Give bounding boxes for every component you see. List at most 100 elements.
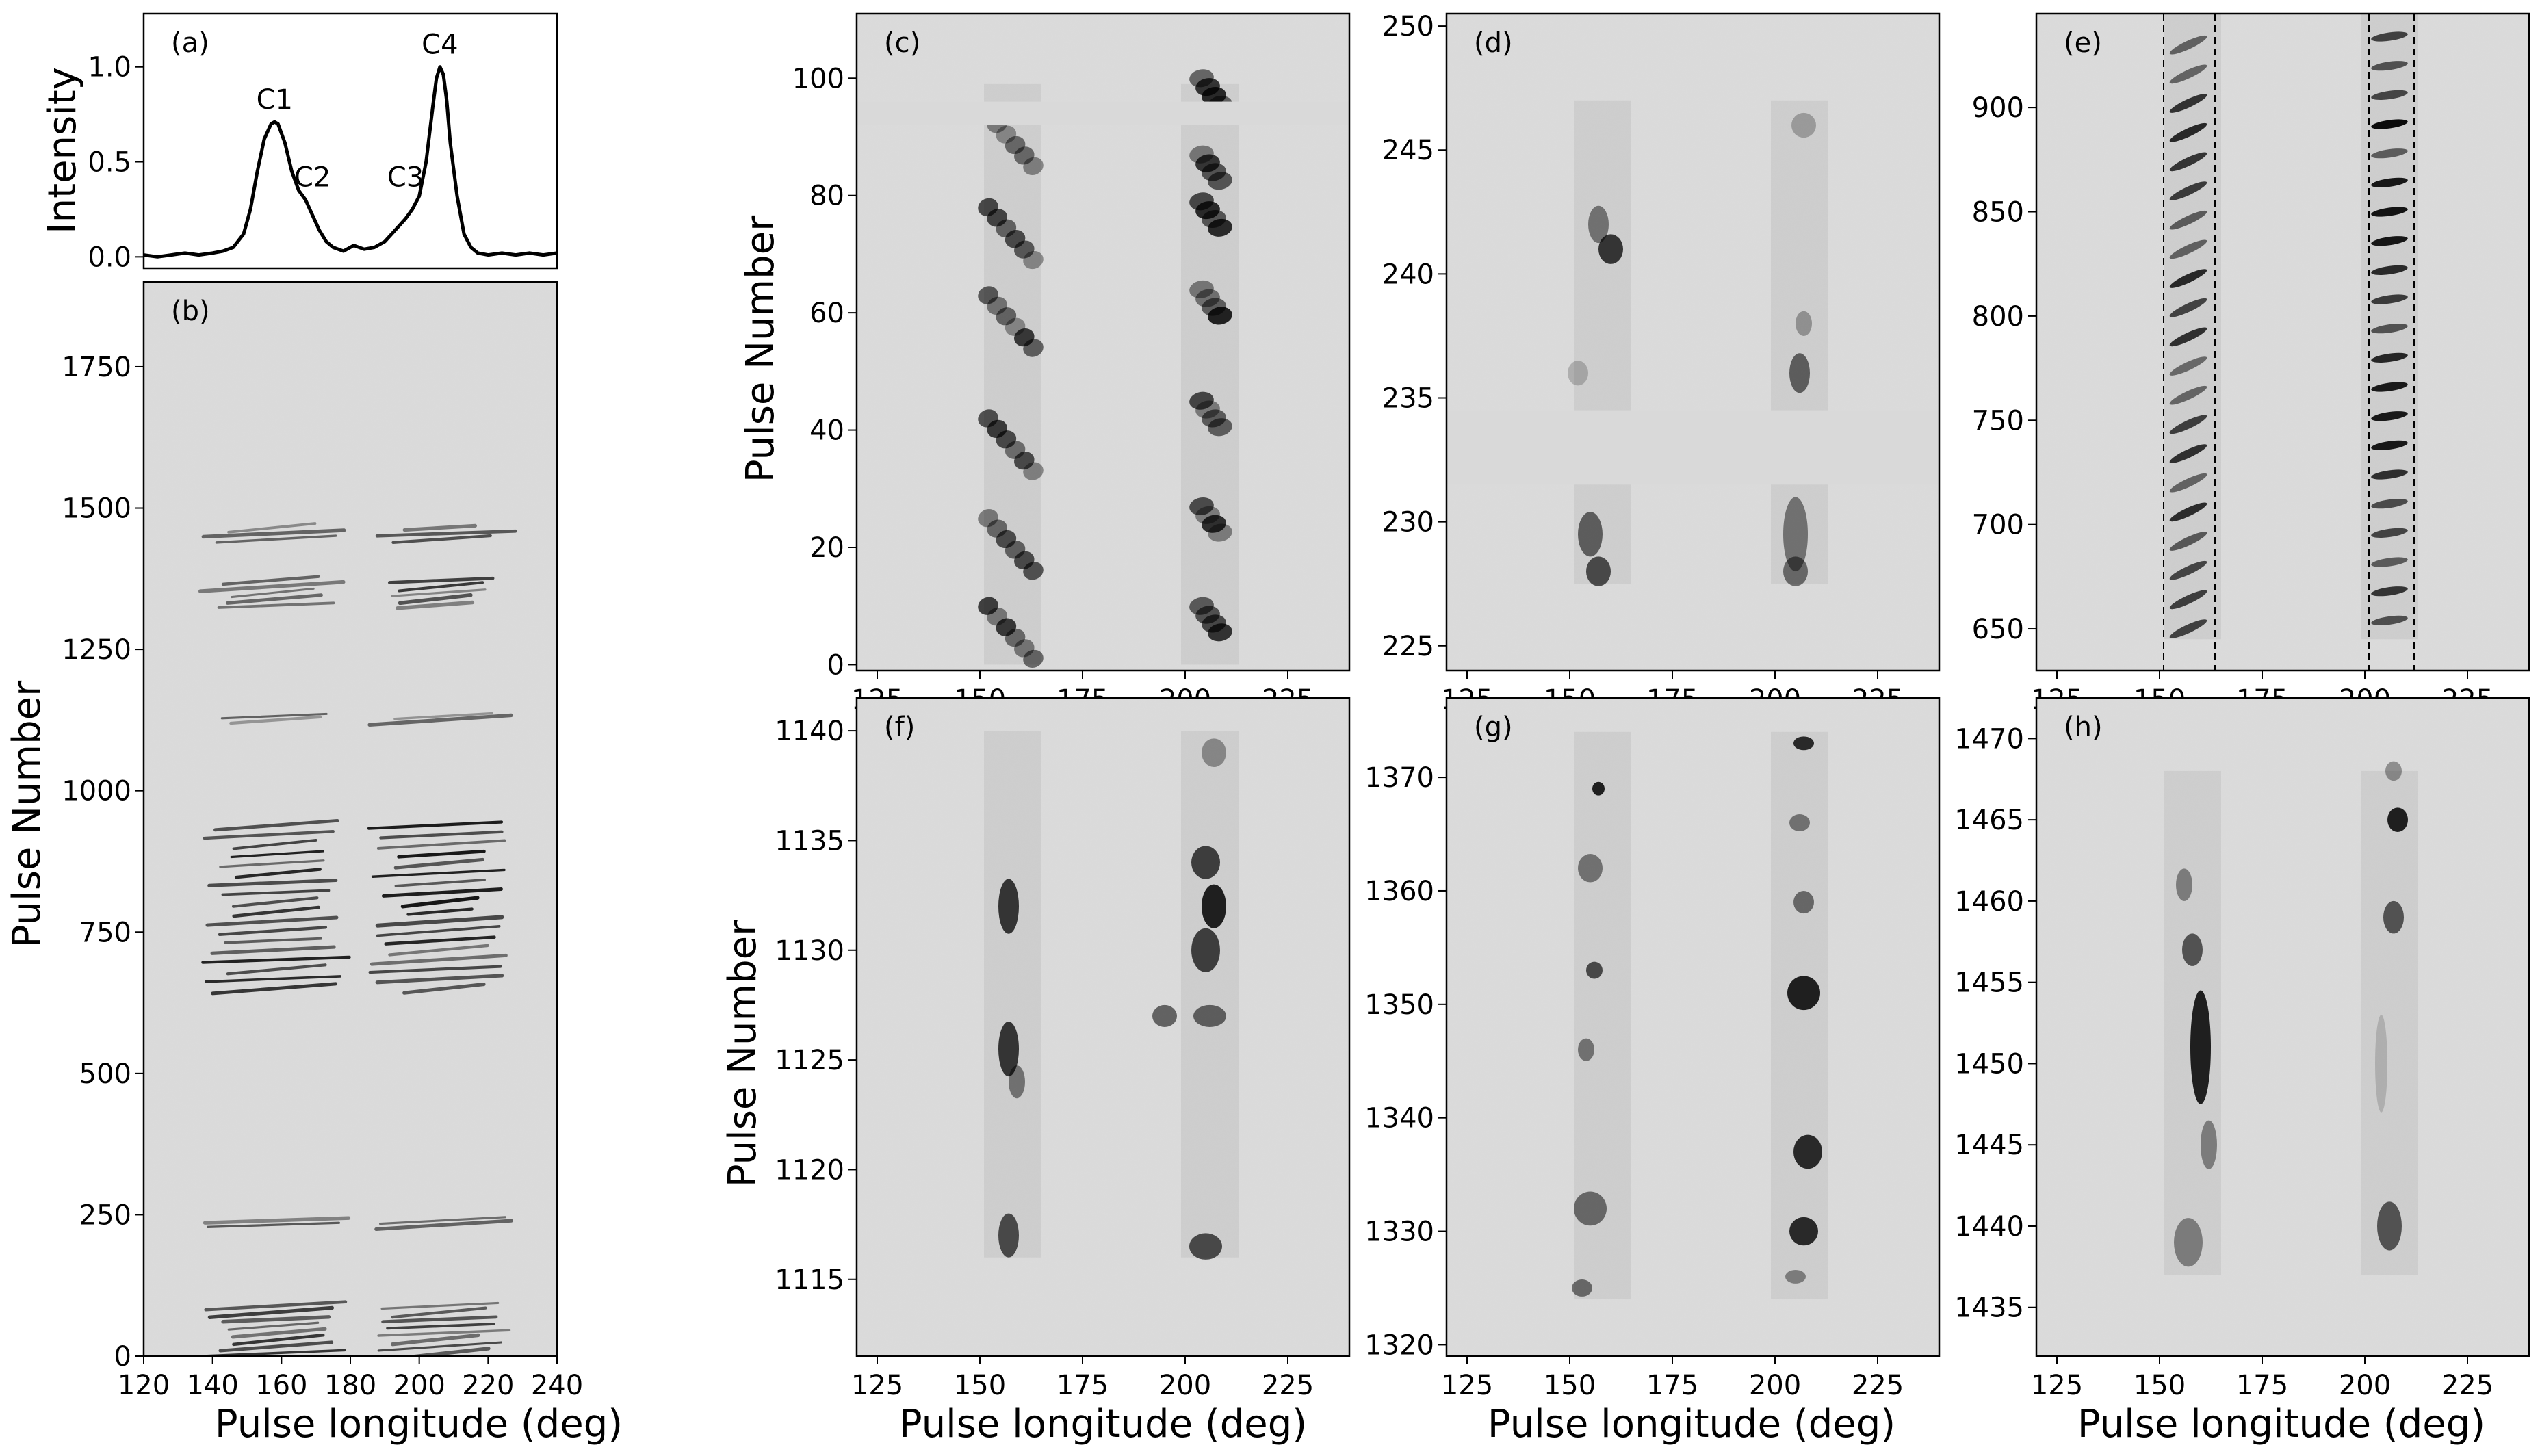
emission-mark [2190, 990, 2211, 1104]
drift-streak [401, 1347, 491, 1356]
x-axis-title-h: Pulse longitude (deg) [2077, 1402, 2485, 1446]
drift-streak [207, 879, 338, 887]
panel-e-heatmap [2036, 14, 2529, 671]
drift-streak [231, 896, 319, 908]
x-tick-label-b: 220 [462, 1370, 514, 1401]
y-tick-label-a: 1.0 [88, 52, 131, 83]
x-tick-label-g: 225 [1852, 1370, 1904, 1401]
y-tick-label-b: 1750 [62, 352, 131, 383]
emission-mark [1191, 846, 1220, 879]
emission-band [1574, 100, 1631, 584]
emission-mark [2169, 210, 2207, 230]
component-label-c2: C2 [294, 162, 331, 194]
profile-line [143, 65, 558, 259]
emission-mark [996, 307, 1017, 326]
emission-mark [2169, 327, 2207, 347]
heatmap-noise [1447, 14, 1939, 671]
y-tick-label-d: 235 [1382, 383, 1434, 415]
drift-streak [215, 534, 337, 544]
drift-streak [203, 829, 335, 840]
emission-mark [998, 879, 1019, 934]
panel-label-d: (d) [1474, 27, 1513, 59]
drift-streak [204, 975, 341, 983]
x-axis-title-b: Pulse longitude (deg) [215, 1402, 623, 1446]
drift-streak [393, 712, 493, 720]
drift-streak [201, 528, 346, 539]
emission-mark [2371, 31, 2408, 42]
y-tick-label-b: 1500 [62, 493, 131, 525]
emission-mark [1783, 497, 1808, 572]
drift-streak [391, 1333, 480, 1347]
emission-mark [1783, 556, 1808, 586]
y-axis-title-c: Pulse Number [738, 215, 783, 482]
emission-mark [2169, 35, 2207, 55]
y-tick-label-e: 900 [1972, 92, 2024, 124]
emission-band [984, 731, 1041, 1258]
drift-streak [367, 713, 513, 727]
emission-mark [2169, 473, 2207, 493]
x-tick-label-h: 175 [2236, 1370, 2288, 1401]
y-tick-label-h: 1435 [1954, 1292, 2024, 1324]
drift-streak [386, 1323, 495, 1330]
emission-mark [2169, 64, 2207, 84]
x-tick-label-f: 200 [1159, 1370, 1211, 1401]
emission-mark [2371, 119, 2408, 129]
panel-b-frame [142, 281, 558, 1357]
emission-mark [2371, 148, 2408, 159]
emission-mark [2371, 352, 2408, 363]
panel-label-f: (f) [884, 712, 915, 743]
drift-streak [229, 715, 322, 725]
heatmap-noise [2036, 14, 2529, 671]
y-tick-label-g: 1340 [1364, 1103, 1434, 1134]
y-tick-label-f: 1125 [775, 1045, 844, 1076]
y-tick-label-e: 800 [1972, 301, 2024, 333]
panel-label-h: (h) [2064, 712, 2103, 743]
emission-mark [1202, 515, 1226, 533]
drift-streak [380, 1301, 500, 1310]
emission-mark [1189, 497, 1214, 516]
drift-streak [400, 896, 480, 909]
panel-label-b: (b) [171, 296, 210, 327]
emission-mark [1793, 1134, 1822, 1169]
emission-mark [1014, 146, 1035, 165]
y-tick-label-d: 245 [1382, 135, 1434, 166]
component-label-c3: C3 [387, 162, 424, 194]
component-label-c1: C1 [257, 84, 293, 116]
emission-mark [2169, 619, 2207, 638]
emission-mark [1789, 353, 1810, 393]
y-tick-label-d: 225 [1382, 631, 1434, 662]
y-tick-label-h: 1470 [1954, 723, 2024, 755]
emission-mark [2387, 807, 2408, 832]
emission-mark [1578, 854, 1603, 883]
drift-streak [201, 955, 351, 964]
y-tick-label-g: 1320 [1364, 1329, 1434, 1361]
emission-mark [2371, 499, 2408, 509]
emission-mark [1785, 1269, 1806, 1284]
drift-streak [396, 600, 475, 610]
y-tick-label-c: 40 [809, 415, 844, 447]
drift-streak [198, 580, 346, 593]
y-tick-label-h: 1465 [1954, 805, 2024, 836]
panel-d-heatmap [1447, 14, 1939, 671]
panel-label-e: (e) [2064, 27, 2102, 59]
emission-mark [978, 286, 998, 304]
drift-streak [391, 1306, 487, 1319]
drift-streak [213, 818, 339, 832]
panel-f-heatmap [857, 698, 1349, 1356]
panel-f-axes: 1115 1120 1125 1130 1135 1140 125 150 175 200 225 (… [775, 697, 1351, 1401]
emission-mark [2371, 528, 2408, 538]
emission-mark [1588, 205, 1609, 244]
y-tick-label-b: 500 [79, 1058, 131, 1090]
emission-mark [2182, 933, 2203, 966]
emission-mark [1586, 961, 1603, 979]
x-tick-label-b: 180 [324, 1370, 376, 1401]
panel-a-plot: C1 C2 C3 C4 [143, 29, 558, 259]
heatmap-noise [1447, 698, 1939, 1356]
drift-streak [371, 868, 506, 878]
emission-mark [1023, 562, 1044, 580]
y-tick-label-c: 0 [827, 649, 844, 681]
emission-mark [996, 430, 1017, 449]
y-axis-title-b: Pulse Number [5, 680, 49, 948]
emission-mark [2371, 615, 2408, 625]
y-tick-label-b: 1250 [62, 634, 131, 666]
